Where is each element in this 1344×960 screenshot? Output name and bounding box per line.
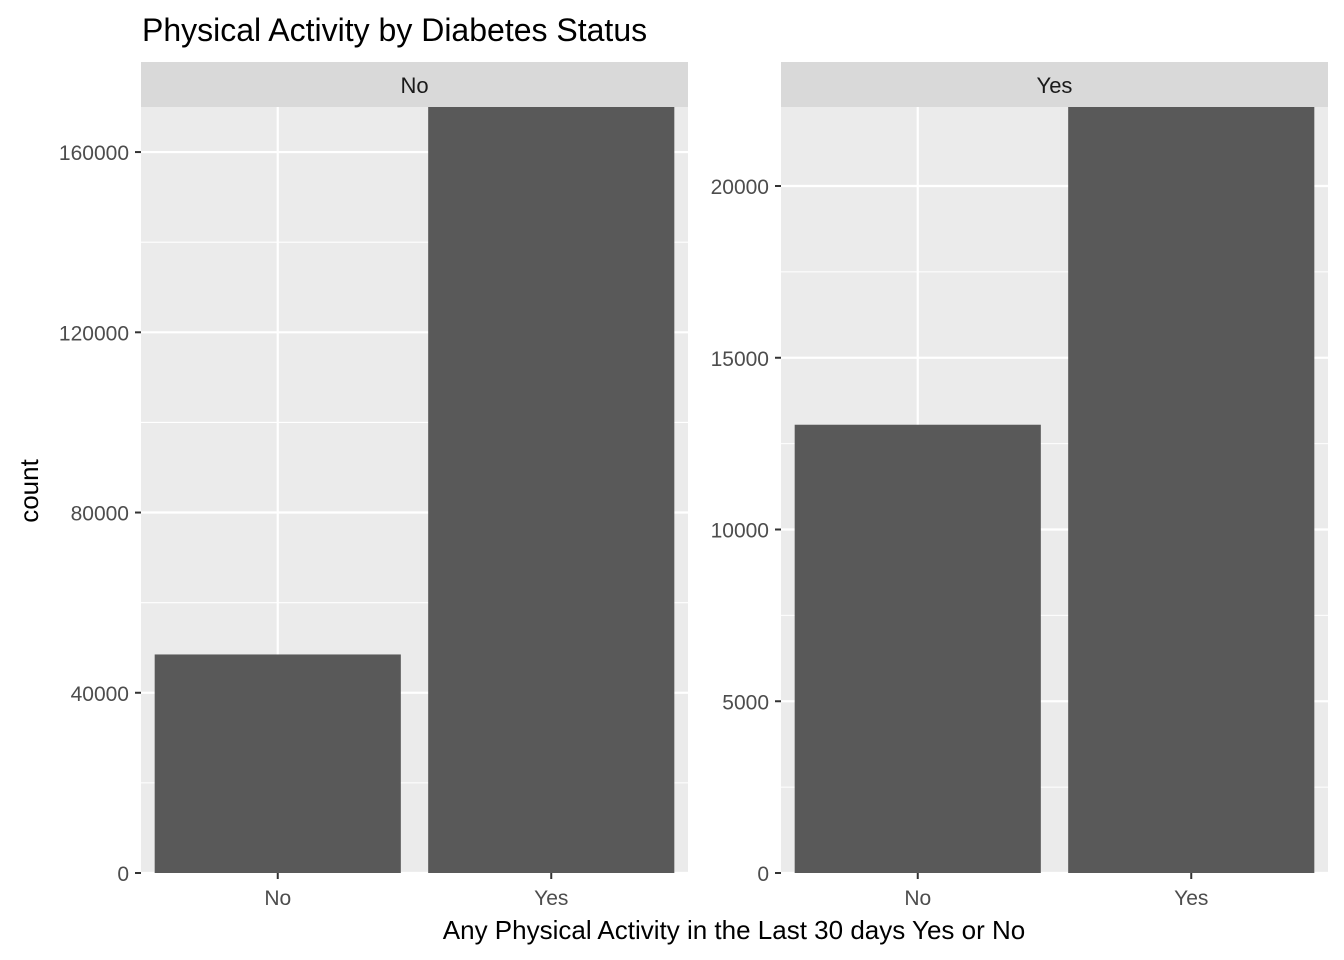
x-tick-label: Yes xyxy=(534,887,568,910)
y-tick-label: 5000 xyxy=(722,691,769,714)
y-tick-label: 10000 xyxy=(711,520,769,543)
bar-no xyxy=(154,654,401,873)
facet-panel-yes: Yes 0 5000 10000 15000 20000 No Yes xyxy=(711,62,1328,910)
facet-strip xyxy=(141,62,688,107)
y-tick-label: 80000 xyxy=(71,503,129,526)
bar-yes xyxy=(1068,107,1315,873)
bar-yes xyxy=(428,107,675,873)
y-axis-title: count xyxy=(14,458,44,522)
y-tick-label: 0 xyxy=(757,863,769,886)
y-tick-label: 120000 xyxy=(59,322,129,345)
x-axis-title: Any Physical Activity in the Last 30 day… xyxy=(443,915,1025,945)
x-tick-label: No xyxy=(264,887,291,910)
facet-panel-no: No 0 40000 80000 120000 160000 No Yes xyxy=(59,62,688,910)
y-tick-label: 15000 xyxy=(711,348,769,371)
x-tick-label: Yes xyxy=(1174,887,1208,910)
facet-strip-label: No xyxy=(400,73,428,98)
x-tick-label: No xyxy=(904,887,931,910)
y-tick-label: 0 xyxy=(117,863,129,886)
y-tick-label: 20000 xyxy=(711,176,769,199)
y-tick-label: 160000 xyxy=(59,142,129,165)
y-tick-label: 40000 xyxy=(71,683,129,706)
chart-title: Physical Activity by Diabetes Status xyxy=(142,12,647,48)
facet-panels: No 0 40000 80000 120000 160000 No Yes Yes 0 5000 10… xyxy=(59,62,1328,910)
facet-strip-label: Yes xyxy=(1037,73,1073,98)
facet-strip xyxy=(781,62,1328,107)
bar-no xyxy=(794,424,1041,873)
